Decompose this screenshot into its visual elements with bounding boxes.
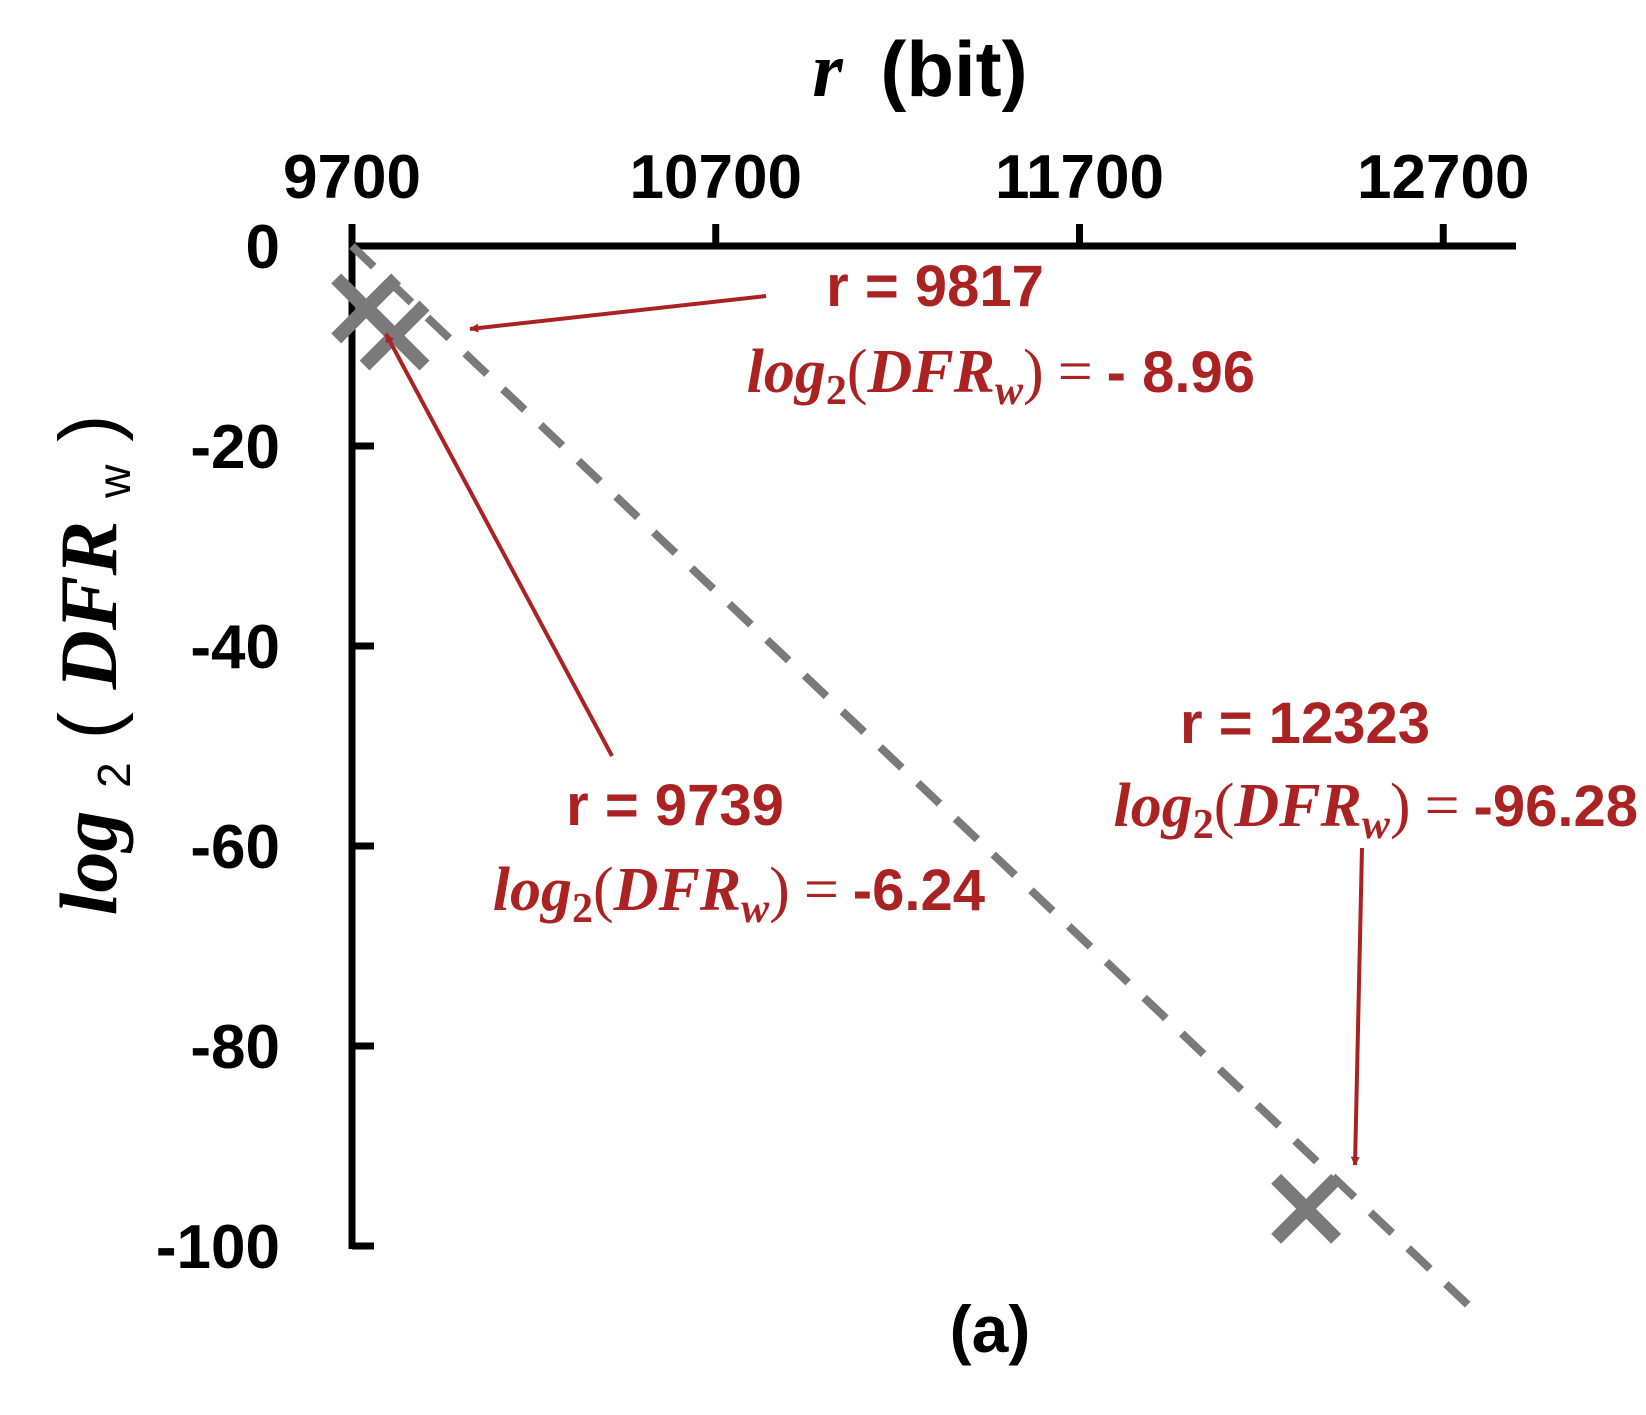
- y-axis-title-open: (: [43, 712, 134, 739]
- annotation-dfr-number: - 8.96: [1107, 340, 1255, 405]
- annotation-block: r = 9739 log2(DFRw) = -6.24: [493, 773, 985, 932]
- data-point-marker: [359, 300, 430, 371]
- y-tick-label: -20: [190, 413, 280, 482]
- annotation-dfr-base: 2: [1193, 802, 1214, 848]
- annotation-dfr-close: ): [1390, 772, 1411, 840]
- annotation-dfr-eq: =: [1425, 772, 1460, 840]
- annotation-r-value: r = 9817: [826, 254, 1044, 319]
- annotation-dfr-sub: w: [1362, 802, 1391, 848]
- annotation-dfr-value: log2(DFRw) = - 8.96: [747, 338, 1255, 414]
- annotation-dfr-arg: DFR: [1233, 772, 1361, 840]
- y-tick-label: -60: [190, 813, 280, 882]
- y-axis-title: log 2 ( DFR w ): [43, 415, 148, 916]
- annotation-dfr-close: ): [769, 856, 790, 924]
- arrows-layer: [384, 294, 1364, 1166]
- y-axis-title-close: ): [43, 415, 134, 442]
- marker-stroke: [359, 300, 430, 371]
- y-tick-label: -40: [190, 613, 280, 682]
- annotation-dfr-base: 2: [826, 368, 847, 414]
- x-tick-label: 12700: [1357, 143, 1529, 212]
- annotation-dfr-number: -6.24: [853, 858, 985, 923]
- x-tick-label: 9700: [283, 143, 421, 212]
- annotation-dfr-arg: DFR: [867, 338, 995, 406]
- annotation-dfr-base: 2: [572, 886, 593, 932]
- annotation-dfr-value: log2(DFRw) = -6.24: [493, 856, 985, 932]
- annotation-dfr-open: (: [847, 338, 868, 406]
- x-tick-label: 10700: [630, 143, 802, 212]
- x-tick-label: 11700: [995, 143, 1164, 212]
- x-axis-title: r (bit): [812, 25, 1027, 113]
- annotation-dfr-open: (: [593, 856, 614, 924]
- annotation-dfr-value: log2(DFRw) = -96.28: [1114, 772, 1638, 848]
- annotation-arrow: [469, 294, 767, 333]
- panel-label: (a): [950, 1292, 1031, 1366]
- axes-layer: 9700 10700 11700 12700 0 -20 -40 -60 -80 -100: [156, 143, 1530, 1282]
- y-axis-title-func: log: [43, 811, 134, 916]
- annotation-block: r = 12323 log2(DFRw) = -96.28: [1114, 691, 1638, 848]
- annotation-dfr-sub: w: [995, 368, 1024, 414]
- annotation-dfr-func: log: [493, 856, 572, 924]
- annotation-dfr-close: ): [1023, 338, 1044, 406]
- x-axis-title-unit: (bit): [880, 25, 1027, 113]
- annotation-arrow: [384, 333, 614, 757]
- annotation-arrow: [1350, 847, 1364, 1166]
- points-layer: [331, 273, 1342, 1244]
- x-axis-title-var: r: [812, 26, 843, 113]
- y-tick-label: -100: [156, 1213, 280, 1282]
- annotation-dfr-open: (: [1214, 772, 1235, 840]
- annotation-dfr-eq: =: [804, 856, 839, 924]
- y-tick-label: -80: [190, 1013, 280, 1082]
- y-axis-title-arg: DFR: [43, 521, 134, 691]
- y-tick-label: 0: [246, 213, 280, 282]
- annotation-dfr-arg: DFR: [613, 856, 741, 924]
- y-axis-title-sub: w: [88, 464, 140, 499]
- annotation-dfr-func: log: [1114, 772, 1193, 840]
- annotation-dfr-number: -96.28: [1474, 774, 1638, 839]
- annotation-dfr-sub: w: [741, 886, 770, 932]
- annotation-r-value: r = 9739: [566, 773, 784, 838]
- annotation-dfr-eq: =: [1058, 338, 1093, 406]
- marker-stroke: [1271, 1173, 1342, 1244]
- annotation-dfr-func: log: [747, 338, 826, 406]
- annotation-r-value: r = 12323: [1180, 691, 1430, 756]
- y-axis-title-base: 2: [88, 762, 140, 788]
- data-point-marker: [1271, 1173, 1342, 1244]
